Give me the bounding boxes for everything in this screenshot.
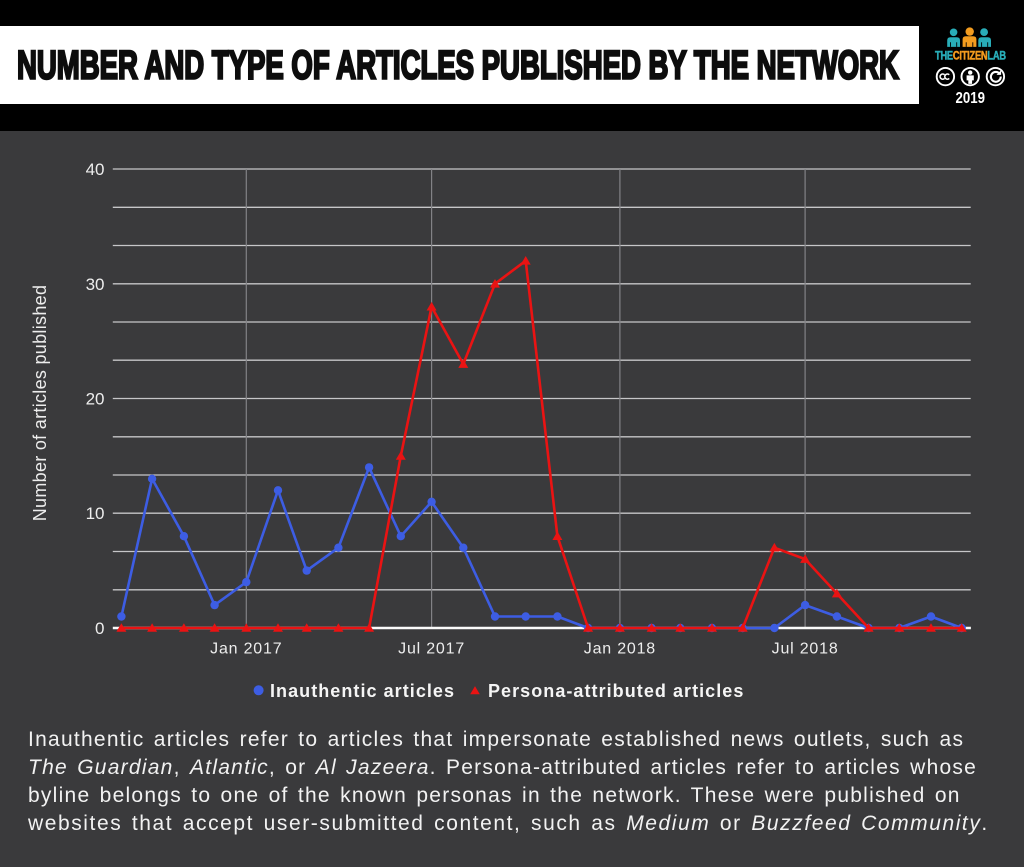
svg-text:Inauthentic articles: Inauthentic articles [270, 681, 455, 701]
svg-text:Persona-attributed articles: Persona-attributed articles [488, 681, 744, 701]
svg-text:20: 20 [86, 390, 105, 409]
svg-text:Jul 2018: Jul 2018 [772, 641, 839, 658]
svg-text:30: 30 [86, 275, 105, 294]
svg-text:10: 10 [86, 504, 105, 523]
svg-text:Jan 2018: Jan 2018 [584, 641, 656, 658]
svg-text:Jan 2017: Jan 2017 [210, 641, 282, 658]
svg-text:0: 0 [95, 619, 104, 638]
svg-text:40: 40 [86, 160, 105, 179]
svg-text:2019: 2019 [955, 90, 985, 107]
svg-text:THECITIZENLAB: THECITIZENLAB [935, 50, 1006, 63]
svg-text:Number of articles published: Number of articles published [30, 285, 50, 522]
svg-text:Jul 2017: Jul 2017 [398, 641, 465, 658]
